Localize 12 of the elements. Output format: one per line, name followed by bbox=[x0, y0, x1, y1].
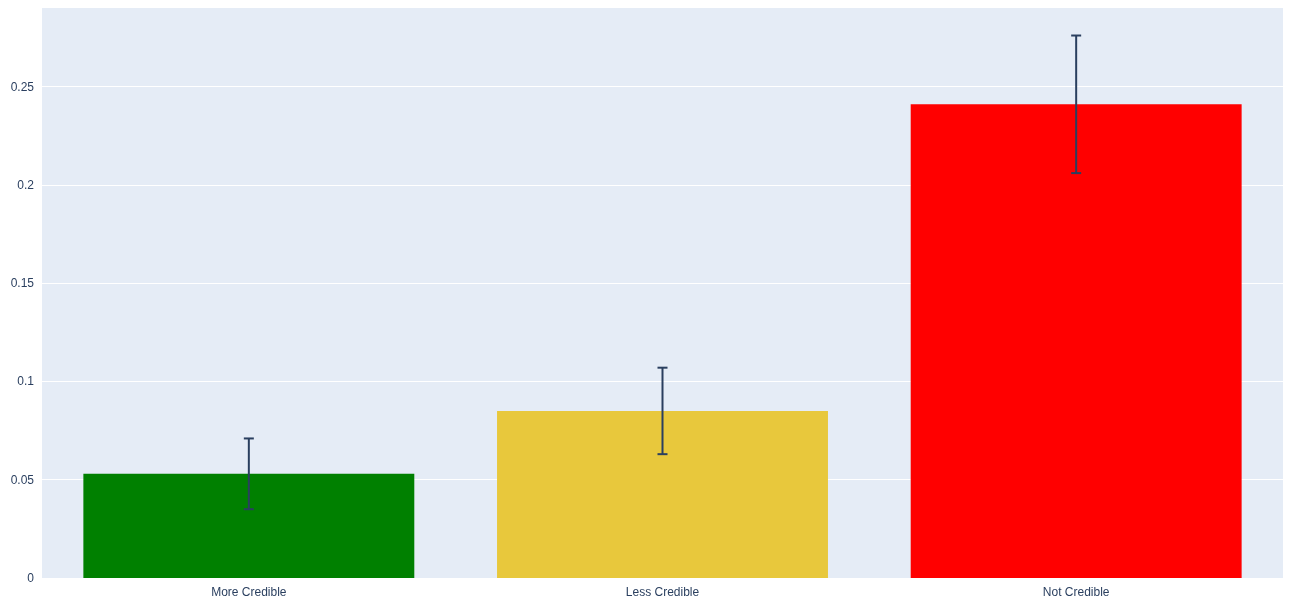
y-tick-label: 0.25 bbox=[10, 79, 35, 94]
y-tick-label: 0.05 bbox=[10, 472, 35, 487]
x-tick-label: Not Credible bbox=[1042, 585, 1110, 598]
x-tick-label: More Credible bbox=[211, 585, 287, 598]
y-tick-label: 0.1 bbox=[17, 374, 35, 389]
bar bbox=[497, 410, 828, 578]
x-tick-label: Less Credible bbox=[625, 585, 700, 598]
bar bbox=[83, 473, 415, 578]
y-tick-label: 0.2 bbox=[17, 177, 35, 192]
bar bbox=[910, 104, 1242, 578]
y-tick-label: 0 bbox=[27, 571, 35, 585]
y-tick-label: 0.15 bbox=[10, 276, 35, 291]
